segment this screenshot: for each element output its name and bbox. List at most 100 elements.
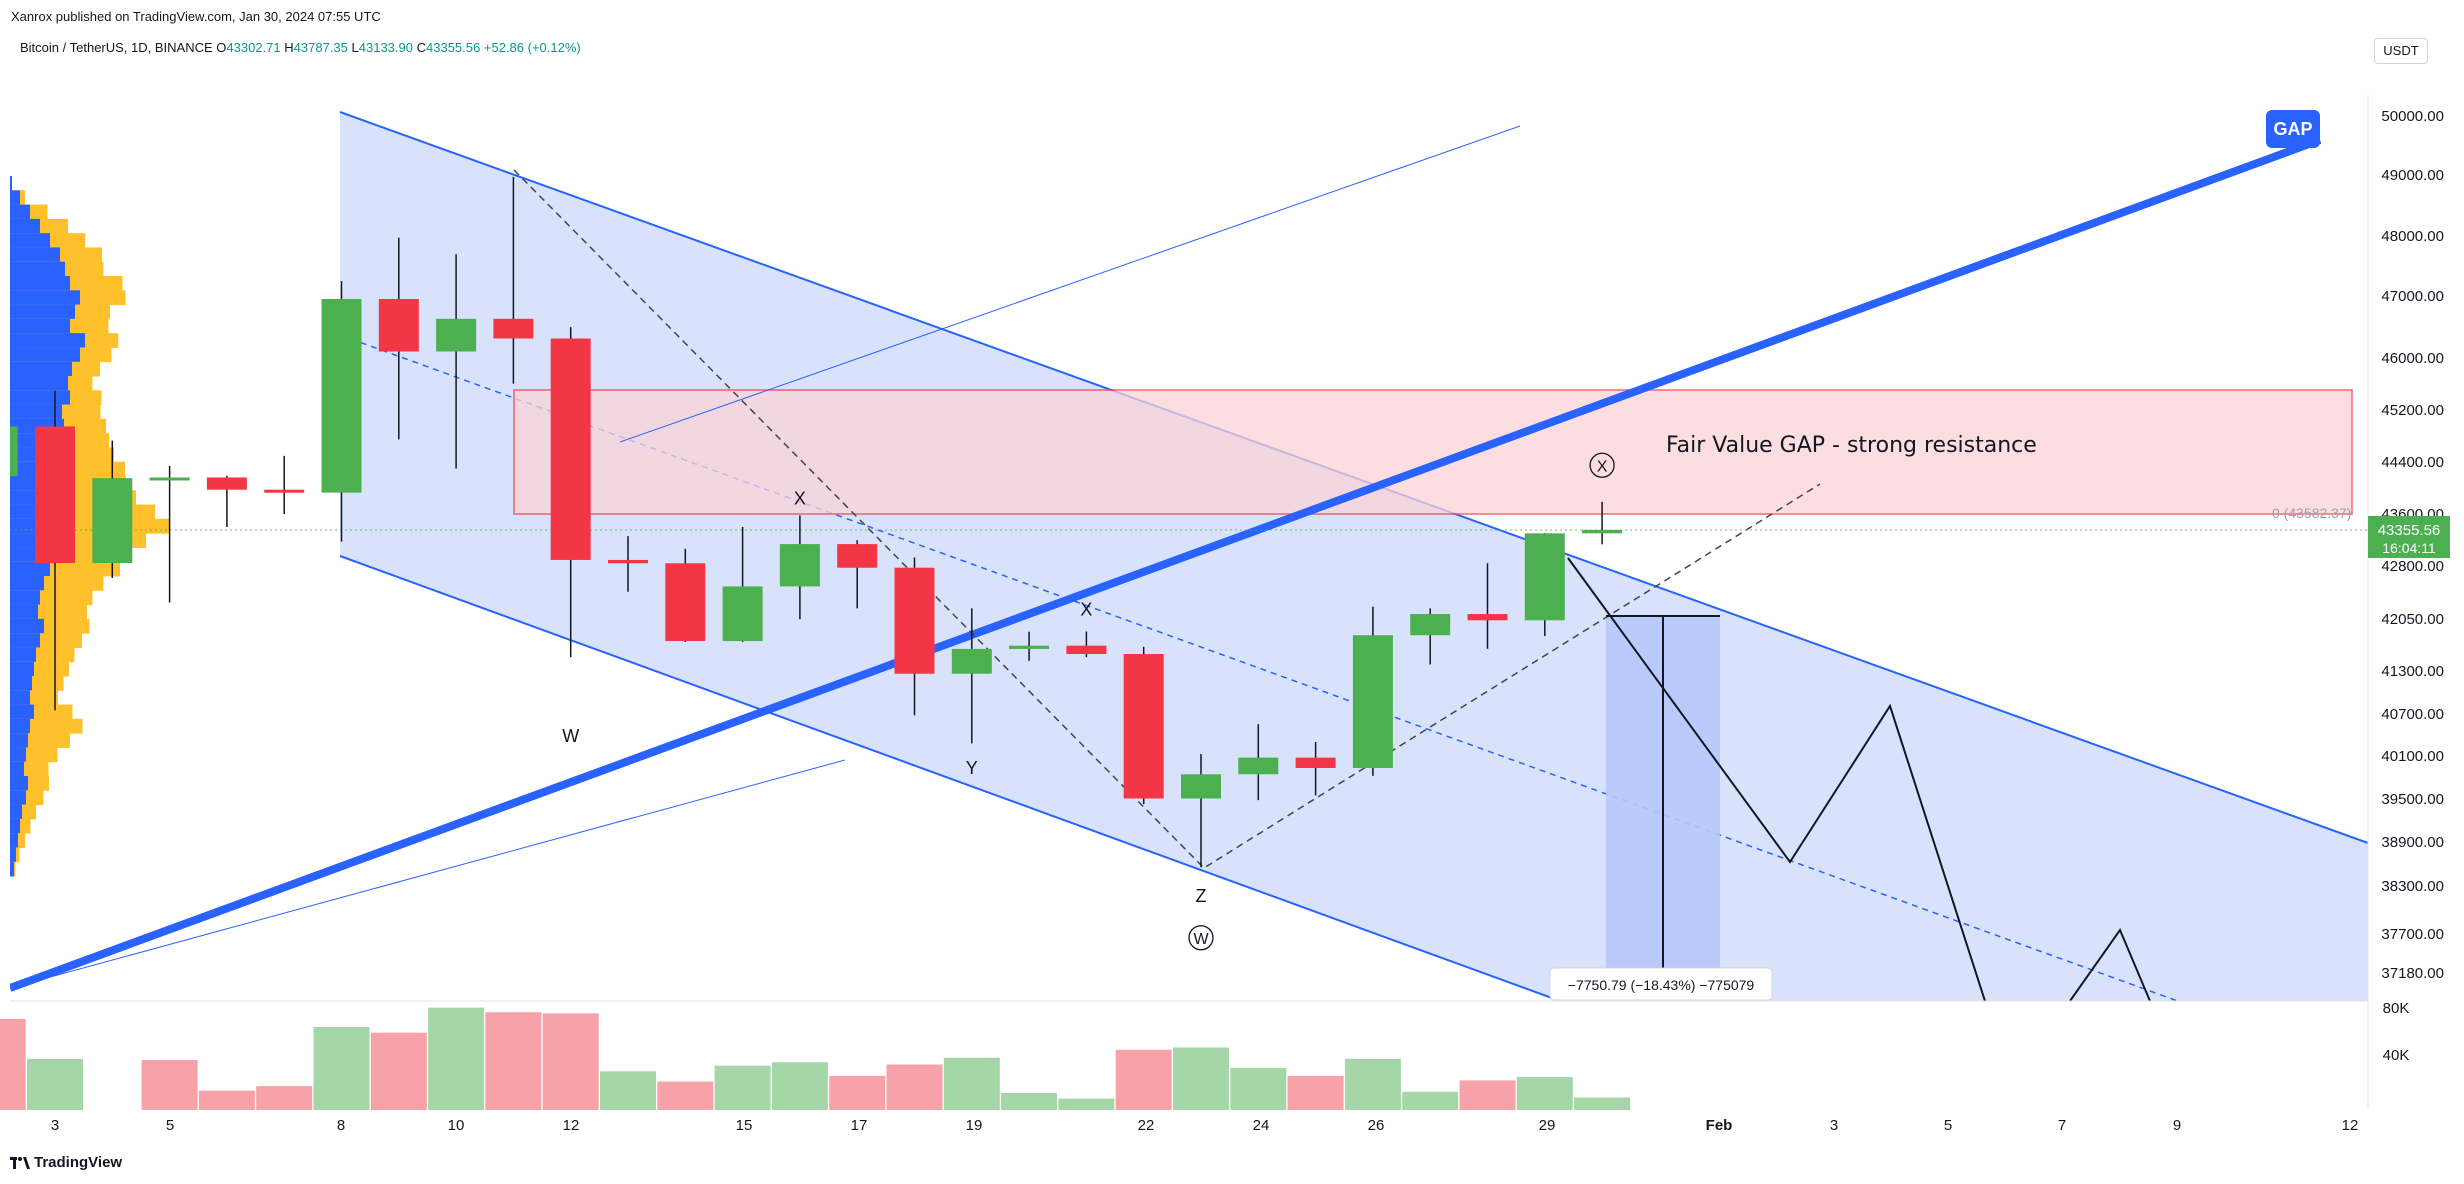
time-tick-label: 12 <box>2342 1117 2359 1134</box>
time-tick-label: 19 <box>966 1117 983 1134</box>
profile-row-main <box>10 233 50 248</box>
profile-row-main <box>10 776 28 791</box>
fvg-label: Fair Value GAP - strong resistance <box>1666 433 2037 458</box>
profile-row-main <box>10 576 44 591</box>
candle-body <box>1410 614 1451 636</box>
candle-body <box>10 426 18 477</box>
price-tick-label: 42050.00 <box>2381 611 2444 628</box>
last-price-value: 43355.56 <box>2378 522 2441 539</box>
candle-body <box>378 298 419 352</box>
time-tick-label: 5 <box>166 1117 174 1134</box>
volume-bar <box>1001 1092 1058 1110</box>
profile-row-main <box>10 647 36 663</box>
fvg-rect <box>513 389 2353 515</box>
rising-support-line <box>10 136 2322 992</box>
projection-path <box>1567 557 2151 1001</box>
volume-tick-label: 80K <box>2383 1000 2410 1017</box>
low-value: 43133.90 <box>358 40 413 55</box>
candle-body <box>1352 635 1393 768</box>
circled-wave-label: X <box>1597 458 1608 475</box>
volume-bar <box>198 1090 255 1110</box>
profile-row-main <box>10 604 38 620</box>
last-price-countdown: 16:04:11 <box>2382 540 2436 556</box>
candle-body <box>1582 529 1623 534</box>
candle-body <box>436 318 477 352</box>
profile-row-main <box>10 861 14 877</box>
currency-selector[interactable]: USDT <box>2374 38 2428 64</box>
volume-profile <box>10 176 170 877</box>
candle-body <box>493 318 534 339</box>
volume-bar <box>0 1019 26 1110</box>
time-tick-label: 8 <box>337 1117 345 1134</box>
volume-bar <box>1344 1058 1401 1110</box>
volume-bar <box>886 1064 943 1110</box>
candle-body <box>321 298 362 493</box>
candle-body <box>1123 654 1164 799</box>
time-tick-label: 22 <box>1138 1117 1155 1134</box>
measure-label: −7750.79 (−18.43%) −775079 <box>1568 977 1755 993</box>
thin-support-line <box>10 759 846 989</box>
profile-row-main <box>10 261 65 277</box>
profile-row-main <box>10 390 70 406</box>
volume-bar <box>542 1013 599 1110</box>
volume-tick-label: 40K <box>2383 1047 2410 1064</box>
candle-body <box>1181 774 1221 799</box>
volume-bar <box>1287 1075 1344 1110</box>
profile-row-main <box>10 847 16 863</box>
profile-row-main <box>10 833 18 848</box>
wave-label: Y <box>966 758 978 778</box>
profile-row-main <box>10 618 44 634</box>
projection-leg-1 <box>1567 557 1986 1001</box>
time-tick-label: 10 <box>448 1117 465 1134</box>
price-tick-label: 49000.00 <box>2381 167 2444 184</box>
time-axis[interactable]: 3 5 8 10 12 15 17 19 22 24 26 29 Feb 3 5 7 9 12 <box>51 1117 2359 1134</box>
projection-leg-2 <box>2069 927 2151 1001</box>
candle-body <box>722 586 763 642</box>
low-label: L <box>351 40 359 55</box>
volume-bar <box>1115 1049 1172 1110</box>
price-tick-label: 38900.00 <box>2381 834 2444 851</box>
profile-row-main <box>10 247 60 263</box>
time-tick-label: 3 <box>1830 1117 1838 1134</box>
last-price-tag <box>2368 516 2450 558</box>
circled-wave-ring <box>1188 925 1214 951</box>
profile-row-main <box>10 290 80 306</box>
channel-fill <box>340 112 2368 1001</box>
candle-body <box>550 338 591 560</box>
volume-bar <box>141 1059 198 1110</box>
candle-body <box>206 477 247 490</box>
time-tick-label: 12 <box>563 1117 580 1134</box>
profile-row-main <box>10 747 26 763</box>
time-tick-label: 17 <box>851 1117 868 1134</box>
profile-row-main <box>10 790 26 806</box>
fib-label: 0 (43582.37) <box>2272 505 2351 521</box>
candle-body <box>1295 757 1336 768</box>
price-axis[interactable]: 50000.00 49000.00 48000.00 47000.00 46000.00… <box>2368 108 2450 1064</box>
volume-bar <box>1516 1077 1573 1110</box>
volume-bar <box>485 1012 542 1110</box>
thin-fvg-line <box>619 125 1521 443</box>
volume-bar <box>1058 1098 1115 1110</box>
candle-body <box>951 648 992 674</box>
profile-row-main <box>10 661 34 677</box>
symbol-legend: Bitcoin / TetherUS, 1D, BINANCE O43302.7… <box>20 40 581 55</box>
profile-row-main <box>10 276 70 291</box>
candle-body <box>264 489 305 493</box>
price-tick-label: 42800.00 <box>2381 558 2444 575</box>
profile-row-main <box>10 376 68 391</box>
price-tick-label: 40700.00 <box>2381 706 2444 723</box>
profile-row-main <box>10 404 62 420</box>
price-tick-label: 40100.00 <box>2381 748 2444 765</box>
profile-row-main <box>10 190 20 206</box>
profile-row-main <box>10 718 30 734</box>
open-value: 43302.71 <box>226 40 281 55</box>
time-tick-label: 15 <box>736 1117 753 1134</box>
gap-badge <box>2266 110 2320 148</box>
high-value: 43787.35 <box>293 40 348 55</box>
volume-bar <box>256 1086 313 1110</box>
volume-bar <box>943 1057 1000 1110</box>
profile-row-main <box>10 733 28 748</box>
chart-labels: Fair Value GAP - strong resistance GAP W X Y… <box>10 95 2369 1110</box>
volume-bar <box>771 1062 828 1110</box>
